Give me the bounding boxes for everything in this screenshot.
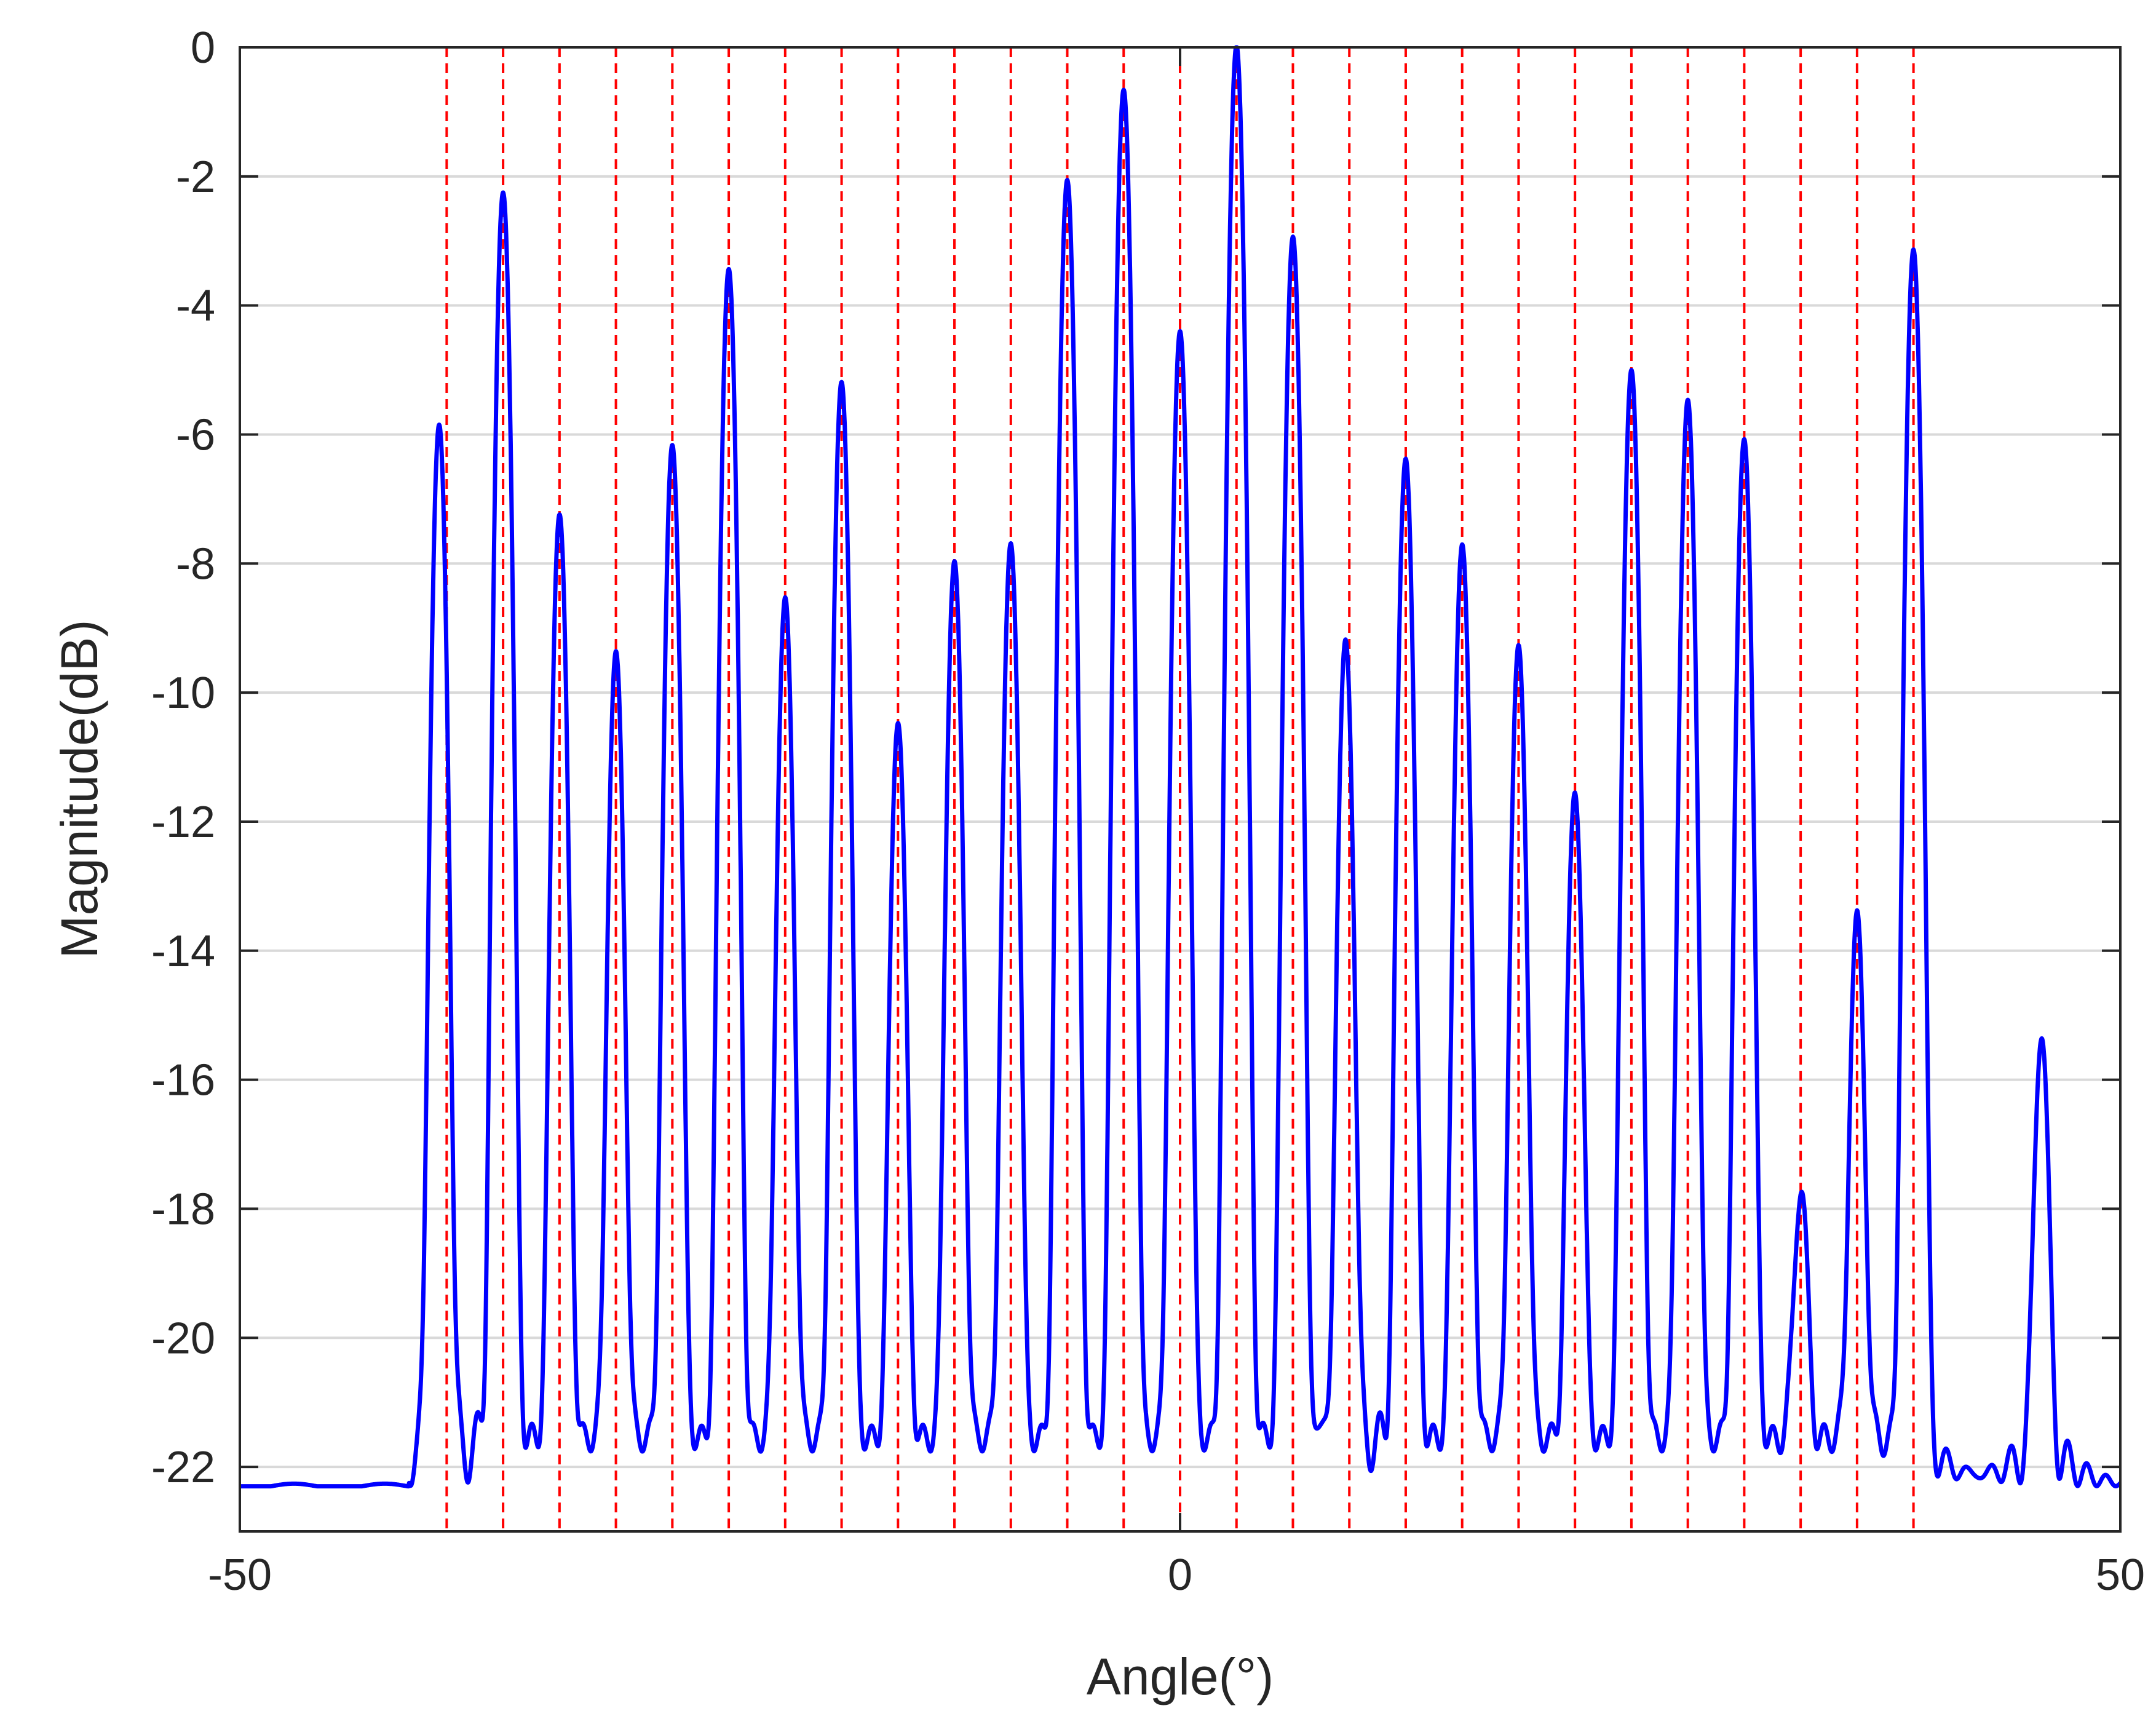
axes: [239, 46, 2122, 1533]
y-tick-label: -18: [151, 1185, 215, 1234]
y-tick-label: -22: [151, 1443, 215, 1492]
y-tick-label: -8: [176, 539, 215, 589]
y-tick-label: -2: [176, 153, 215, 202]
y-tick-label: -16: [151, 1056, 215, 1105]
y-tick-label: -4: [176, 282, 215, 331]
x-tick-label: 50: [2096, 1550, 2145, 1600]
y-tick-label: -10: [151, 669, 215, 718]
y-axis-label: Magnitude(dB): [50, 620, 108, 959]
y-tick-label: -12: [151, 798, 215, 847]
spectrum-series: [238, 45, 2122, 1489]
x-tick-label: -50: [208, 1550, 272, 1600]
tick-labels: 0 -2 -4 -6 -8 -10 -12 -14 -16 -18 -20 -22 -50 0 50: [151, 23, 2145, 1600]
spectrum-line: [238, 45, 2122, 1489]
x-tick-label: 0: [1168, 1550, 1192, 1600]
y-tick-label: -14: [151, 927, 215, 976]
x-axis-label: Angle(°): [1087, 1648, 1274, 1705]
y-tick-label: 0: [191, 23, 215, 73]
y-tick-label: -6: [176, 410, 215, 459]
y-tick-label: -20: [151, 1314, 215, 1363]
